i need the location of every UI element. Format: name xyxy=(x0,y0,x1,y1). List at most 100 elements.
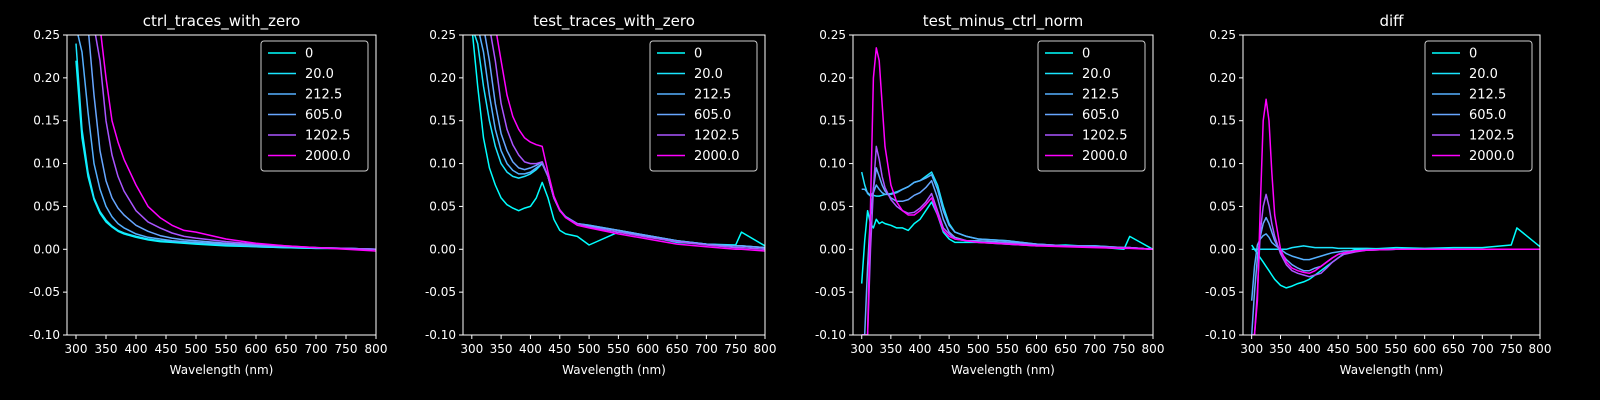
x-tick-label: 500 xyxy=(1356,342,1379,356)
chart-panel-1: ctrl_traces_with_zero 300 350 400 450 500 550 6… xyxy=(29,12,388,377)
y-tick-label: 0.00 xyxy=(33,242,60,256)
y-tick-label: 0.20 xyxy=(1209,71,1236,85)
x-axis-label: Wavelength (nm) xyxy=(170,363,274,377)
chart-title: diff xyxy=(1379,12,1404,30)
x-tick-label: 650 xyxy=(275,342,298,356)
x-tick-label: 450 xyxy=(1327,342,1350,356)
x-tick-label: 550 xyxy=(1384,342,1407,356)
y-tick-label: 0.25 xyxy=(429,28,456,42)
x-tick-label: 750 xyxy=(1500,342,1523,356)
axes-frame xyxy=(462,34,766,336)
y-tick-label: 0.20 xyxy=(429,71,456,85)
x-tick-label: 700 xyxy=(1471,342,1494,356)
y-tick-label: 0.25 xyxy=(33,28,60,42)
x-tick-label: 650 xyxy=(666,342,689,356)
x-axis-label: Wavelength (nm) xyxy=(1340,363,1444,377)
y-tick-label: -0.10 xyxy=(29,328,60,342)
x-tick-label: 750 xyxy=(1112,342,1135,356)
y-tick-label: 0.15 xyxy=(819,114,846,128)
y-tick-label: -0.10 xyxy=(815,328,846,342)
x-tick-label: 550 xyxy=(215,342,238,356)
y-tick-label: -0.05 xyxy=(425,285,456,299)
series-line-5 xyxy=(490,35,765,251)
x-tick-label: 800 xyxy=(1529,342,1552,356)
x-tick-label: 300 xyxy=(1240,342,1263,356)
x-tick-label: 550 xyxy=(607,342,630,356)
y-tick-label: 0.15 xyxy=(33,114,60,128)
y-tick-label: 0.05 xyxy=(819,199,846,213)
y-tick-label: 0.20 xyxy=(33,71,60,85)
legend-label-3: 212.5 xyxy=(305,88,342,103)
series-line-1 xyxy=(1251,227,1540,289)
legend-label-3: 212.5 xyxy=(1082,88,1119,103)
x-tick-label: 700 xyxy=(305,342,328,356)
legend-label-1: 0 xyxy=(1469,47,1477,62)
legend-label-6: 2000.0 xyxy=(1469,149,1515,164)
x-tick-label: 300 xyxy=(65,342,88,356)
series-lines xyxy=(471,35,765,252)
x-tick-label: 550 xyxy=(996,342,1019,356)
y-tick-label: 0.15 xyxy=(429,114,456,128)
x-tick-label: 400 xyxy=(519,342,542,356)
x-tick-label: 350 xyxy=(95,342,118,356)
x-tick-label: 500 xyxy=(185,342,208,356)
legend: 0 20.0 212.5 605.0 1202.5 2000.0 xyxy=(1424,40,1533,172)
legend-label-1: 0 xyxy=(305,47,313,62)
chart-title: test_traces_with_zero xyxy=(533,12,695,31)
x-tick-label: 450 xyxy=(938,342,961,356)
chart-title: ctrl_traces_with_zero xyxy=(143,12,300,31)
x-tick-label: 400 xyxy=(125,342,148,356)
legend-label-6: 2000.0 xyxy=(1082,149,1128,164)
x-tick-label: 800 xyxy=(754,342,777,356)
legend-label-2: 20.0 xyxy=(305,67,334,82)
axes-frame xyxy=(1242,34,1541,336)
y-tick-label: -0.05 xyxy=(815,285,846,299)
legend-label-3: 212.5 xyxy=(694,88,731,103)
chart-panel-2: test_traces_with_zero 300 350 400 450 500 550 6… xyxy=(425,12,777,377)
axes-frame xyxy=(66,34,377,336)
x-tick-label: 800 xyxy=(365,342,388,356)
x-tick-label: 600 xyxy=(1413,342,1436,356)
legend-label-1: 0 xyxy=(1082,47,1090,62)
series-line-6 xyxy=(1251,98,1540,335)
y-tick-label: 0.15 xyxy=(1209,114,1236,128)
y-tick-label: 0.25 xyxy=(819,28,846,42)
x-tick-label: 600 xyxy=(245,342,268,356)
y-tick-label: 0.00 xyxy=(819,242,846,256)
chart-panel-3: test_minus_ctrl_norm 300 350 400 450 500 550 60… xyxy=(815,12,1165,377)
legend-label-3: 212.5 xyxy=(1469,88,1506,103)
legend-label-4: 605.0 xyxy=(305,108,342,123)
y-tick-label: 0.00 xyxy=(429,242,456,256)
x-tick-label: 500 xyxy=(578,342,601,356)
chart-title: test_minus_ctrl_norm xyxy=(923,12,1084,31)
legend-label-1: 0 xyxy=(694,47,702,62)
y-tick-label: 0.20 xyxy=(819,71,846,85)
chart-panel-4: diff 300 350 400 450 500 550 600 650 700 750 800 -0.… xyxy=(1205,12,1552,377)
x-tick-label: 350 xyxy=(879,342,902,356)
x-axis-label: Wavelength (nm) xyxy=(562,363,666,377)
x-tick-label: 450 xyxy=(548,342,571,356)
y-tick-label: 0.05 xyxy=(33,199,60,213)
legend-label-2: 20.0 xyxy=(694,67,723,82)
axes-frame xyxy=(852,34,1154,336)
series-lines xyxy=(1250,98,1540,335)
x-tick-label: 300 xyxy=(850,342,873,356)
x-tick-label: 650 xyxy=(1442,342,1465,356)
x-tick-label: 500 xyxy=(967,342,990,356)
y-tick-label: -0.05 xyxy=(29,285,60,299)
legend-label-5: 1202.5 xyxy=(1469,129,1515,144)
legend-label-5: 1202.5 xyxy=(1082,129,1128,144)
x-tick-label: 450 xyxy=(155,342,178,356)
x-tick-label: 600 xyxy=(636,342,659,356)
legend: 0 20.0 212.5 605.0 1202.5 2000.0 xyxy=(649,40,758,172)
x-tick-label: 400 xyxy=(1298,342,1321,356)
x-tick-label: 650 xyxy=(1054,342,1077,356)
y-tick-label: 0.00 xyxy=(1209,242,1236,256)
legend-label-4: 605.0 xyxy=(1082,108,1119,123)
x-tick-label: 700 xyxy=(695,342,718,356)
series-line-6 xyxy=(861,47,1153,335)
legend-label-5: 1202.5 xyxy=(694,129,740,144)
legend: 0 20.0 212.5 605.0 1202.5 2000.0 xyxy=(260,40,369,172)
y-tick-label: 0.05 xyxy=(1209,199,1236,213)
